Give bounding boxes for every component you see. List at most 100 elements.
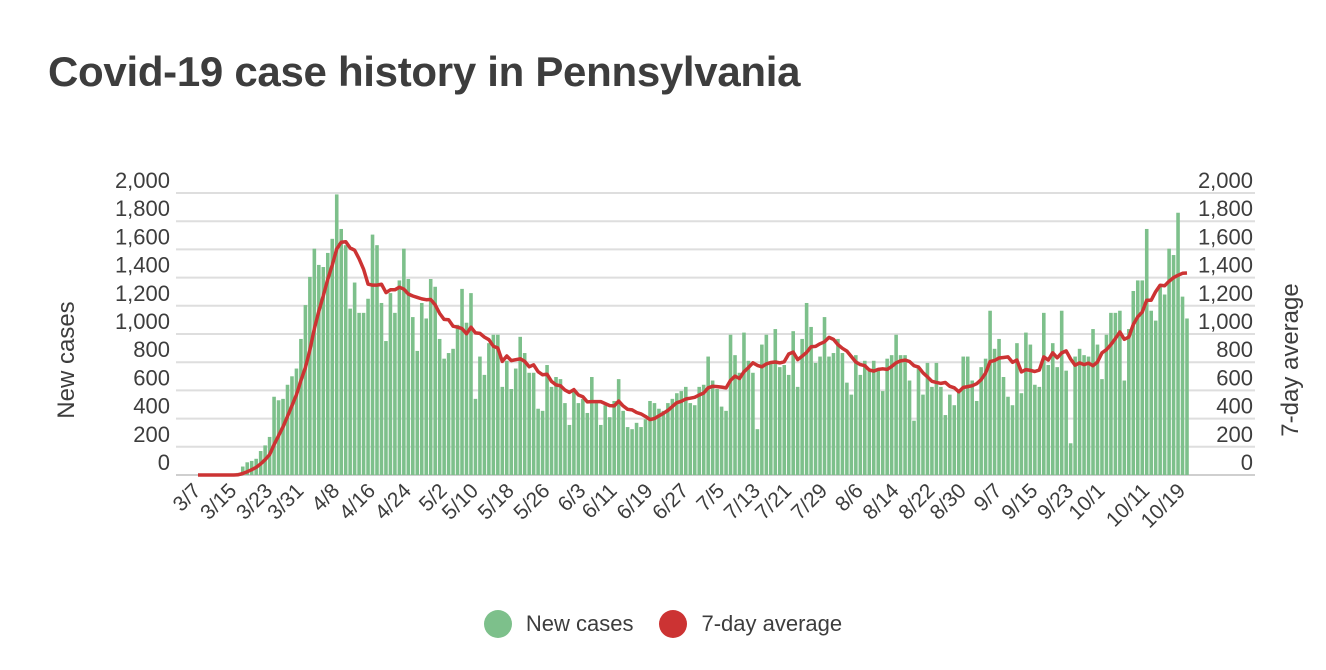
bar-new-cases <box>733 355 737 475</box>
x-tick-label: 7/21 <box>751 479 796 524</box>
bar-new-cases <box>867 368 872 475</box>
y-tick-label-right: 1,000 <box>1198 309 1253 334</box>
bar-new-cases <box>1015 343 1019 475</box>
bar-new-cases <box>290 376 294 475</box>
bar-new-cases <box>321 267 326 475</box>
bar-new-cases <box>473 398 478 475</box>
bar-new-cases <box>1006 396 1010 475</box>
bar-new-cases <box>1140 280 1145 475</box>
bar-new-cases <box>424 318 429 475</box>
bar-new-cases <box>979 367 983 475</box>
x-tick-label: 6/11 <box>578 479 622 523</box>
bar-new-cases <box>428 279 433 475</box>
bar-new-cases <box>1113 312 1118 475</box>
bar-new-cases <box>777 367 782 475</box>
bar-new-cases <box>1144 228 1149 475</box>
x-tick-label: 10/1 <box>1064 479 1109 524</box>
bar-new-cases <box>791 331 795 475</box>
chart-title: Covid-19 case history in Pennsylvania <box>48 48 801 95</box>
bar-new-cases <box>1046 365 1051 475</box>
legend-item-new-cases[interactable]: New cases <box>483 610 633 638</box>
bar-new-cases <box>974 400 979 475</box>
bar-new-cases <box>688 403 693 475</box>
bar-new-cases <box>603 405 608 475</box>
y-tick-label-right: 800 <box>1216 337 1253 362</box>
bar-new-cases <box>491 334 496 475</box>
bar-new-cases <box>1176 212 1180 476</box>
bar-new-cases <box>666 403 670 475</box>
bar-new-cases <box>795 386 800 475</box>
bar-new-cases <box>652 403 657 475</box>
bar-new-cases <box>845 382 849 475</box>
bar-new-cases <box>317 264 321 475</box>
bar-new-cases <box>245 462 250 475</box>
bar-new-cases <box>970 380 974 475</box>
bar-new-cases <box>549 386 554 475</box>
bar-new-cases <box>683 386 688 475</box>
bar-new-cases <box>643 419 648 475</box>
bar-new-cases <box>786 374 791 475</box>
bar-new-cases <box>854 355 858 475</box>
x-tick-label: 5/18 <box>474 479 519 524</box>
bar-new-cases <box>527 372 531 475</box>
bar-new-cases <box>536 408 540 475</box>
bar-new-cases <box>706 356 710 475</box>
bar-new-cases <box>943 415 948 475</box>
bar-new-cases <box>451 348 455 475</box>
bar-new-cases <box>419 302 424 475</box>
x-tick-label: 3/31 <box>263 479 308 524</box>
bar-new-cases <box>773 329 778 475</box>
y-tick-label-right: 1,200 <box>1198 281 1253 306</box>
bar-new-cases <box>357 312 361 475</box>
bar-new-cases <box>755 429 760 475</box>
bar-new-cases <box>375 245 379 475</box>
bar-new-cases <box>558 379 563 475</box>
legend-item-7-day-average[interactable]: 7-day average <box>659 610 842 638</box>
bar-new-cases <box>334 194 339 475</box>
bar-new-cases <box>339 228 343 475</box>
bar-new-cases <box>961 356 966 475</box>
bar-new-cases <box>715 388 719 475</box>
y-tick-label-left: 1,200 <box>115 281 170 306</box>
bar-new-cases <box>388 293 393 475</box>
bar-new-cases <box>670 398 675 475</box>
bar-new-cases <box>576 403 581 475</box>
bar-new-cases <box>1010 405 1015 475</box>
bar-new-cases <box>1050 343 1055 475</box>
bar-new-cases <box>679 391 684 475</box>
x-tick-label: 8/14 <box>858 479 903 524</box>
bar-new-cases <box>1028 344 1033 475</box>
bar-new-cases <box>769 362 773 475</box>
bar-new-cases <box>983 358 988 475</box>
bar-new-cases <box>312 248 317 475</box>
bar-new-cases <box>384 341 388 475</box>
bar-new-cases <box>782 365 787 475</box>
y-tick-label-right: 400 <box>1216 394 1253 419</box>
bar-new-cases <box>898 355 903 475</box>
bar-new-cases <box>827 356 831 475</box>
bar-new-cases <box>728 334 733 475</box>
bar-new-cases <box>1024 332 1028 475</box>
bar-new-cases <box>858 374 863 475</box>
bar-new-cases <box>818 356 822 475</box>
x-tick-label: 5/10 <box>438 479 483 524</box>
bar-new-cases <box>760 344 764 475</box>
y-tick-label-left: 200 <box>133 422 170 447</box>
bar-new-cases <box>1064 370 1068 475</box>
y-tick-label-right: 1,600 <box>1198 224 1253 249</box>
bar-new-cases <box>1077 348 1082 475</box>
bar-new-cases <box>330 238 335 475</box>
bar-new-cases <box>590 377 594 475</box>
bar-new-cases <box>411 317 415 475</box>
bar-new-cases <box>464 322 469 475</box>
y-tick-label-left: 1,600 <box>115 224 170 249</box>
bar-new-cases <box>1180 296 1185 475</box>
bar-new-cases <box>639 427 643 475</box>
y-tick-label-left: 1,400 <box>115 253 170 278</box>
bar-new-cases <box>366 298 370 475</box>
bar-new-cases <box>880 391 885 475</box>
bar-new-cases <box>1100 379 1104 475</box>
bar-new-cases <box>572 391 576 475</box>
bar-new-cases <box>630 429 634 475</box>
bar-new-cases <box>849 394 854 475</box>
